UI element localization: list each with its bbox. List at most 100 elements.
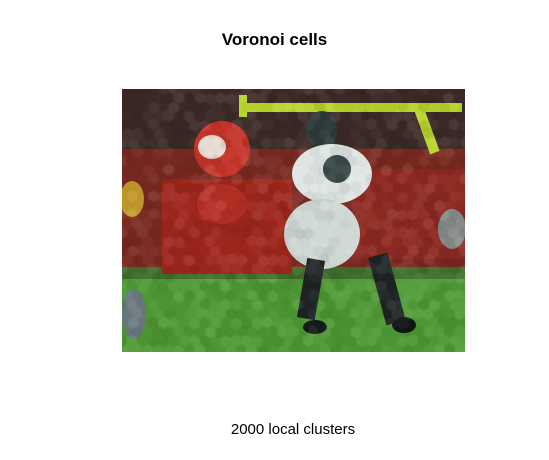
voronoi-cell [219,334,231,348]
voronoi-cell [397,298,409,311]
voronoi-cell [158,261,170,275]
voronoi-cell [287,180,299,194]
voronoi-cell [438,244,450,258]
voronoi-cell [459,226,465,240]
voronoi-cell [225,289,237,302]
voronoi-cell [411,164,423,177]
voronoi-cell [193,163,205,176]
voronoi-cell [148,101,160,114]
voronoi-cell [230,100,242,114]
voronoi-cell [324,262,336,276]
voronoi-cell [454,199,465,212]
voronoi-cell [179,262,191,276]
voronoi-cell [179,299,191,312]
voronoi-cell [282,226,294,240]
voronoi-cell [204,108,216,122]
voronoi-cell [381,91,393,104]
voronoi-cell [199,172,211,186]
voronoi-cell [324,89,336,95]
voronoi-cell [225,306,237,320]
voronoi-cell [448,153,460,167]
voronoi-cell [297,254,309,267]
voronoi-cell [225,110,237,124]
voronoi-cell [412,145,423,158]
voronoi-cell [304,189,316,203]
voronoi-cell [412,217,424,230]
voronoi-cell [137,244,148,257]
voronoi-cell [143,127,154,141]
voronoi-cell [460,119,465,132]
voronoi-cell [281,279,293,293]
voronoi-cell [276,325,288,338]
voronoi-cell [407,262,418,275]
voronoi-cell [131,289,143,303]
voronoi-cell [398,136,409,150]
voronoi-cell [396,171,408,185]
voronoi-cell [287,235,299,248]
voronoi-cell [122,118,127,131]
voronoi-cell [220,137,232,150]
voronoi-cell [127,137,139,151]
voronoi-cell [148,208,159,221]
voronoi-cell [272,226,284,240]
voronoi-cell [303,244,315,258]
voronoi-cell [267,199,279,212]
voronoi-cell [454,343,465,352]
voronoi-cell [235,325,247,338]
voronoi-cell [329,343,341,352]
voronoi-cell [365,262,377,275]
voronoi-cell [344,281,356,294]
voronoi-cell [381,307,393,320]
voronoi-cell [131,343,143,352]
voronoi-cell [142,344,154,352]
voronoi-cell [184,181,196,194]
voronoi-cell [453,109,465,122]
voronoi-cell [412,198,424,212]
voronoi-cell [143,92,154,105]
voronoi-cell [162,217,174,231]
voronoi-cell [303,280,315,293]
voronoi-cell [318,253,330,266]
voronoi-cell [360,216,372,230]
voronoi-cell [172,344,184,352]
voronoi-cell [162,91,174,104]
voronoi-cell [122,155,127,167]
voronoi-cell [350,144,362,158]
voronoi-cell [282,99,294,113]
voronoi-cell [428,89,440,95]
voronoi-cell [261,154,272,168]
voronoi-cell [247,145,259,158]
voronoi-cell [256,127,268,140]
voronoi-cell [272,173,284,186]
voronoi-cell [122,245,127,257]
voronoi-cell [448,262,460,275]
voronoi-cell [292,89,304,95]
voronoi-cell [391,307,403,321]
voronoi-cell [266,91,278,104]
voronoi-cell [297,290,309,304]
voronoi-cell [200,135,212,149]
voronoi-cell [329,235,341,249]
voronoi-cell [122,225,128,239]
voronoi-cell [345,154,357,167]
voronoi-cell [122,191,127,204]
voronoi-cell [266,144,278,158]
voronoi-cell [267,127,279,140]
voronoi-cell [198,208,210,222]
voronoi-cell [422,217,434,231]
voronoi-cell [439,172,451,186]
voronoi-cell [169,226,181,240]
voronoi-cell [137,154,149,167]
voronoi-cell [122,316,129,330]
voronoi-cell [355,316,367,329]
voronoi-cell [427,100,439,114]
voronoi-cell [297,343,309,352]
voronoi-cell [370,199,382,212]
voronoi-cell [459,299,465,312]
voronoi-cell [365,117,377,131]
voronoi-cell [455,271,465,285]
voronoi-cell [229,226,241,239]
voronoi-cell [126,280,138,293]
voronoi-cell [152,343,164,352]
